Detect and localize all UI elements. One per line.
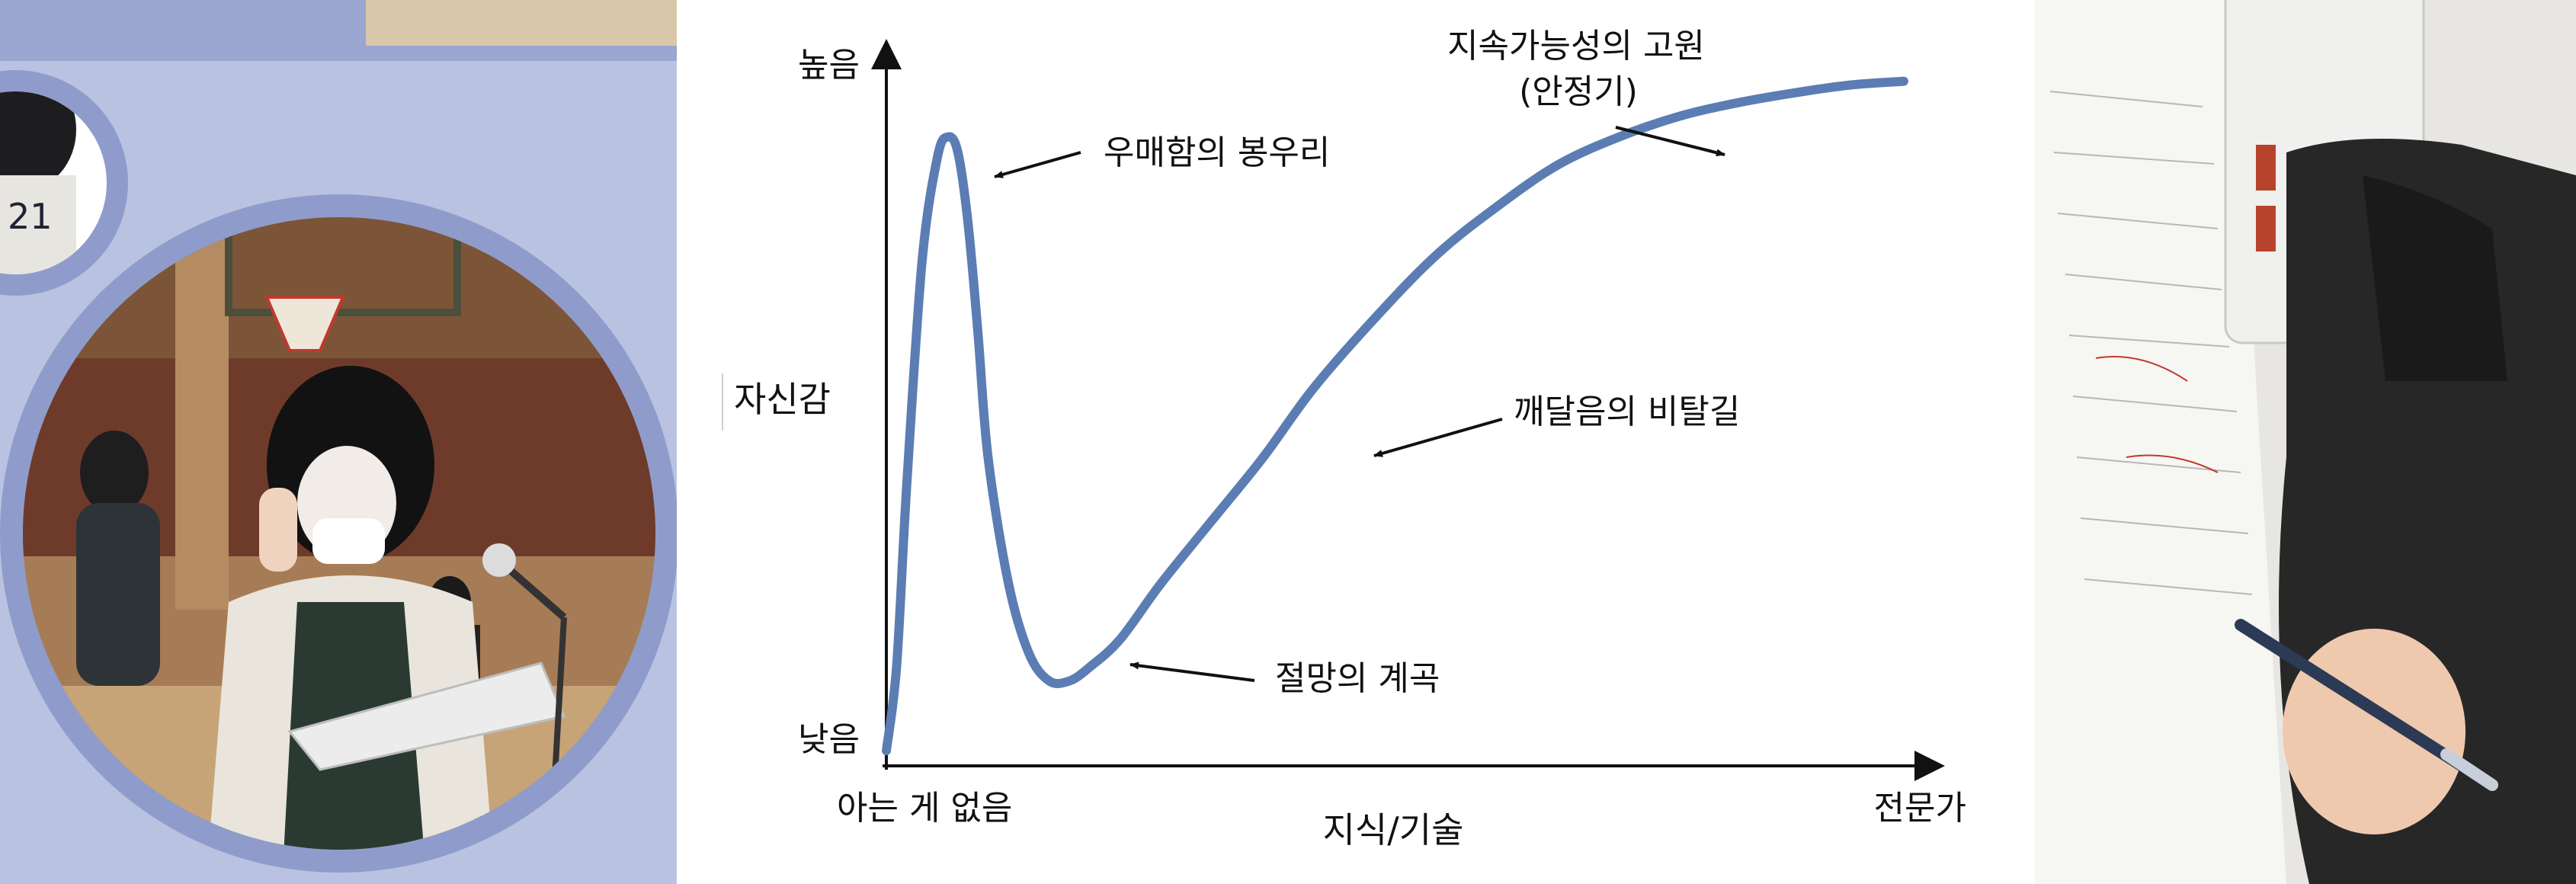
y-tick-low: 낮음: [798, 720, 860, 759]
annotation-plateau: 지속가능성의 고원: [1447, 27, 1705, 66]
x-tick-end: 전문가: [1874, 789, 1966, 828]
confidence-curve: [882, 76, 1908, 755]
notebook-handwriting: [2049, 91, 2253, 595]
valley-arrow: [1129, 661, 1255, 682]
small-circle-photo: 21: [0, 91, 107, 274]
dunning-kruger-chart: 높음 낮음 자신감 아는 게 없음 전문가 지식/기술 우매함의 봉우리 절망의…: [677, 0, 2035, 884]
plateau-arrow: [1615, 126, 1725, 157]
annotation-plateau-sub: (안정기): [1519, 72, 1638, 111]
slope-arrow: [1373, 418, 1503, 457]
annotation-valley: 절망의 계곡: [1275, 659, 1440, 698]
x-axis-label: 지식/기술: [1323, 809, 1464, 850]
chart-canvas: 높음 낮음 자신감 아는 게 없음 전문가 지식/기술 우매함의 봉우리 절망의…: [722, 27, 1966, 850]
photo-right-studying: [2035, 0, 2576, 884]
annotation-peak: 우매함의 봉우리: [1104, 133, 1330, 172]
jacket-patch-text: 21: [8, 196, 53, 237]
studying-photo-illustration: [2035, 0, 2576, 884]
y-axis-label: 자신감: [734, 379, 831, 420]
photo-left-ceremony: 21: [0, 0, 677, 884]
peak-arrow: [994, 151, 1081, 178]
annotation-slope: 깨달음의 비탈길: [1514, 392, 1740, 431]
notebook-page: [2035, 0, 2286, 884]
x-tick-start: 아는 게 없음: [837, 789, 1012, 828]
hand: [2283, 629, 2465, 834]
ceremony-photo-illustration: 21: [0, 0, 677, 884]
y-tick-high: 높음: [798, 46, 860, 85]
